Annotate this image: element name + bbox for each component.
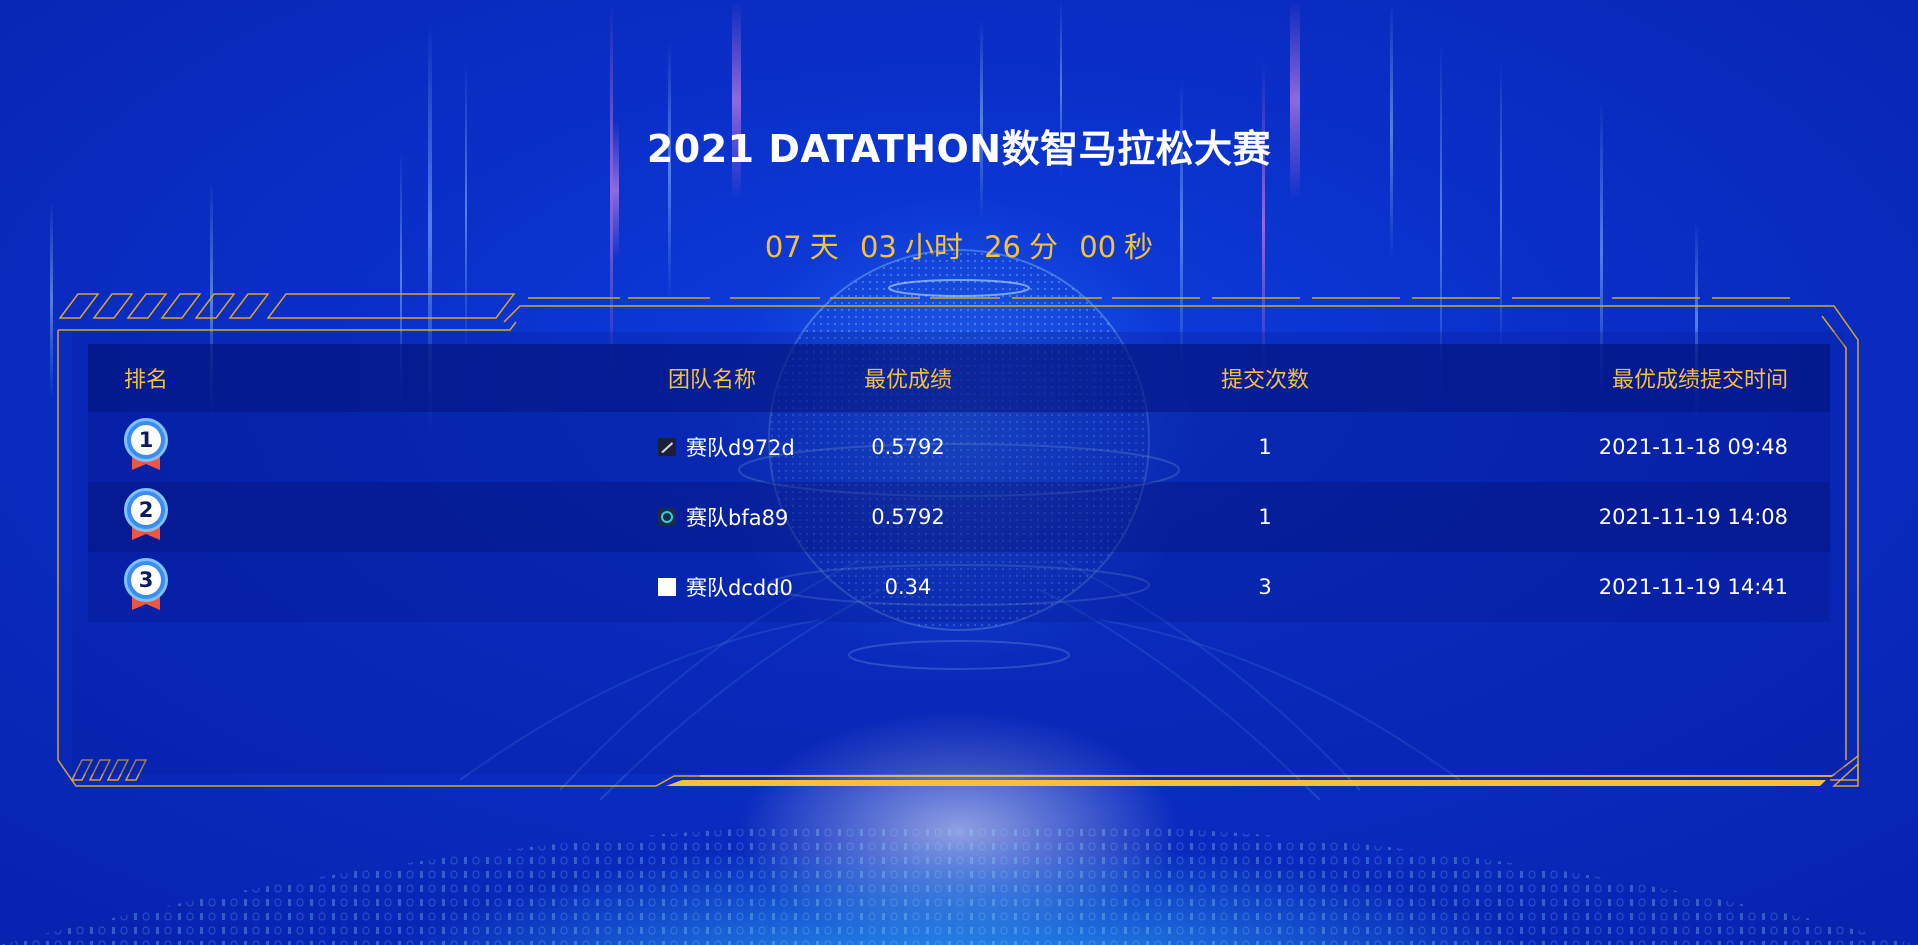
score-cell: 0.5792 [871,505,945,529]
time-cell: 2021-11-18 09:48 [1598,435,1788,459]
rank-number: 3 [131,565,161,595]
rank-number: 2 [131,495,161,525]
submissions-cell: 3 [1258,575,1272,599]
column-header-score: 最优成绩 [863,368,952,393]
countdown-seconds: 00 [1079,230,1117,264]
countdown-seconds-unit: 秒 [1124,230,1154,264]
leaderboard-table: 排名 团队名称 最优成绩 提交次数 最优成绩提交时间 1 赛队d972d 0.5… [88,344,1830,622]
dark-square-icon [658,438,676,456]
countdown-hours-unit: 小时 [904,230,963,264]
countdown-days-unit: 天 [809,230,839,264]
table-header: 排名 团队名称 最优成绩 提交次数 最优成绩提交时间 [88,344,1830,412]
dark-square-icon [658,508,676,526]
page-title: 2021 DATATHON数智马拉松大赛 [646,127,1272,171]
rank-number: 1 [131,425,161,455]
score-cell: 0.34 [884,575,932,599]
column-header-submissions: 提交次数 [1220,368,1309,393]
submissions-cell: 1 [1258,505,1272,529]
medal-icon: 1 [124,418,168,476]
countdown-hours: 03 [859,230,897,264]
countdown-days: 07 [764,230,802,264]
countdown-timer: 07 天 03 小时 26 分 00 秒 [0,224,1918,266]
countdown-minutes-unit: 分 [1029,230,1059,264]
score-cell: 0.5792 [871,435,945,459]
table-row: 3 赛队dcdd0 0.34 3 2021-11-19 14:41 [88,552,1830,622]
submissions-cell: 1 [1258,435,1272,459]
medal-icon: 2 [124,488,168,546]
team-name: 赛队bfa89 [686,506,789,530]
column-header-team: 团队名称 [668,368,757,393]
team-name: 赛队d972d [686,436,795,460]
table-row: 1 赛队d972d 0.5792 1 2021-11-18 09:48 [88,412,1830,482]
column-header-rank: 排名 [124,368,169,393]
time-cell: 2021-11-19 14:08 [1598,505,1788,529]
column-header-time: 最优成绩提交时间 [1611,368,1788,393]
countdown-minutes: 26 [984,230,1022,264]
white-square-icon [658,578,676,596]
table-row: 2 赛队bfa89 0.5792 1 2021-11-19 14:08 [88,482,1830,552]
time-cell: 2021-11-19 14:41 [1598,575,1788,599]
team-name: 赛队dcdd0 [686,576,793,600]
medal-icon: 3 [124,558,168,616]
